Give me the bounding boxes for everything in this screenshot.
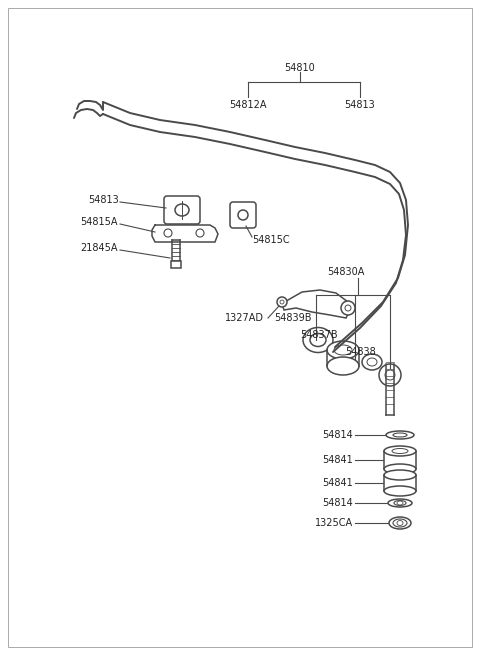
Ellipse shape — [367, 358, 377, 366]
Text: 54810: 54810 — [285, 63, 315, 73]
Circle shape — [277, 297, 287, 307]
Ellipse shape — [384, 486, 416, 496]
Text: 1327AD: 1327AD — [225, 313, 264, 323]
Ellipse shape — [238, 210, 248, 220]
Ellipse shape — [384, 464, 416, 474]
Text: 54814: 54814 — [322, 430, 353, 440]
Circle shape — [196, 229, 204, 237]
Text: 54812A: 54812A — [229, 100, 267, 110]
Text: 54841: 54841 — [322, 455, 353, 465]
Bar — [171, 261, 181, 268]
Ellipse shape — [388, 499, 412, 507]
Text: 21845A: 21845A — [80, 243, 118, 253]
Text: 54813: 54813 — [88, 195, 119, 205]
Ellipse shape — [389, 517, 411, 529]
Text: 54841: 54841 — [322, 478, 353, 488]
Ellipse shape — [362, 354, 382, 370]
Text: 54837B: 54837B — [300, 330, 337, 340]
Text: 54815A: 54815A — [80, 217, 118, 227]
Text: 1325CA: 1325CA — [315, 518, 353, 528]
Ellipse shape — [386, 431, 414, 439]
Text: 54815C: 54815C — [252, 235, 289, 245]
Ellipse shape — [397, 521, 403, 525]
Ellipse shape — [175, 204, 189, 216]
Ellipse shape — [384, 470, 416, 480]
Ellipse shape — [393, 433, 407, 437]
Ellipse shape — [327, 341, 359, 359]
FancyBboxPatch shape — [164, 196, 200, 224]
Circle shape — [164, 229, 172, 237]
Circle shape — [280, 300, 284, 304]
Text: 54839B: 54839B — [274, 313, 312, 323]
Polygon shape — [282, 290, 350, 318]
Circle shape — [385, 370, 395, 380]
Ellipse shape — [392, 449, 408, 453]
FancyBboxPatch shape — [230, 202, 256, 228]
Text: 54838: 54838 — [345, 347, 376, 357]
Ellipse shape — [384, 446, 416, 456]
Circle shape — [341, 301, 355, 315]
Ellipse shape — [303, 328, 333, 352]
Text: 54813: 54813 — [345, 100, 375, 110]
Text: 54830A: 54830A — [327, 267, 364, 277]
Circle shape — [379, 364, 401, 386]
Ellipse shape — [394, 500, 406, 506]
Text: 54814: 54814 — [322, 498, 353, 508]
Ellipse shape — [310, 333, 326, 346]
Ellipse shape — [393, 519, 407, 527]
Ellipse shape — [334, 345, 352, 355]
Ellipse shape — [327, 357, 359, 375]
Circle shape — [345, 305, 351, 311]
Ellipse shape — [397, 501, 403, 505]
